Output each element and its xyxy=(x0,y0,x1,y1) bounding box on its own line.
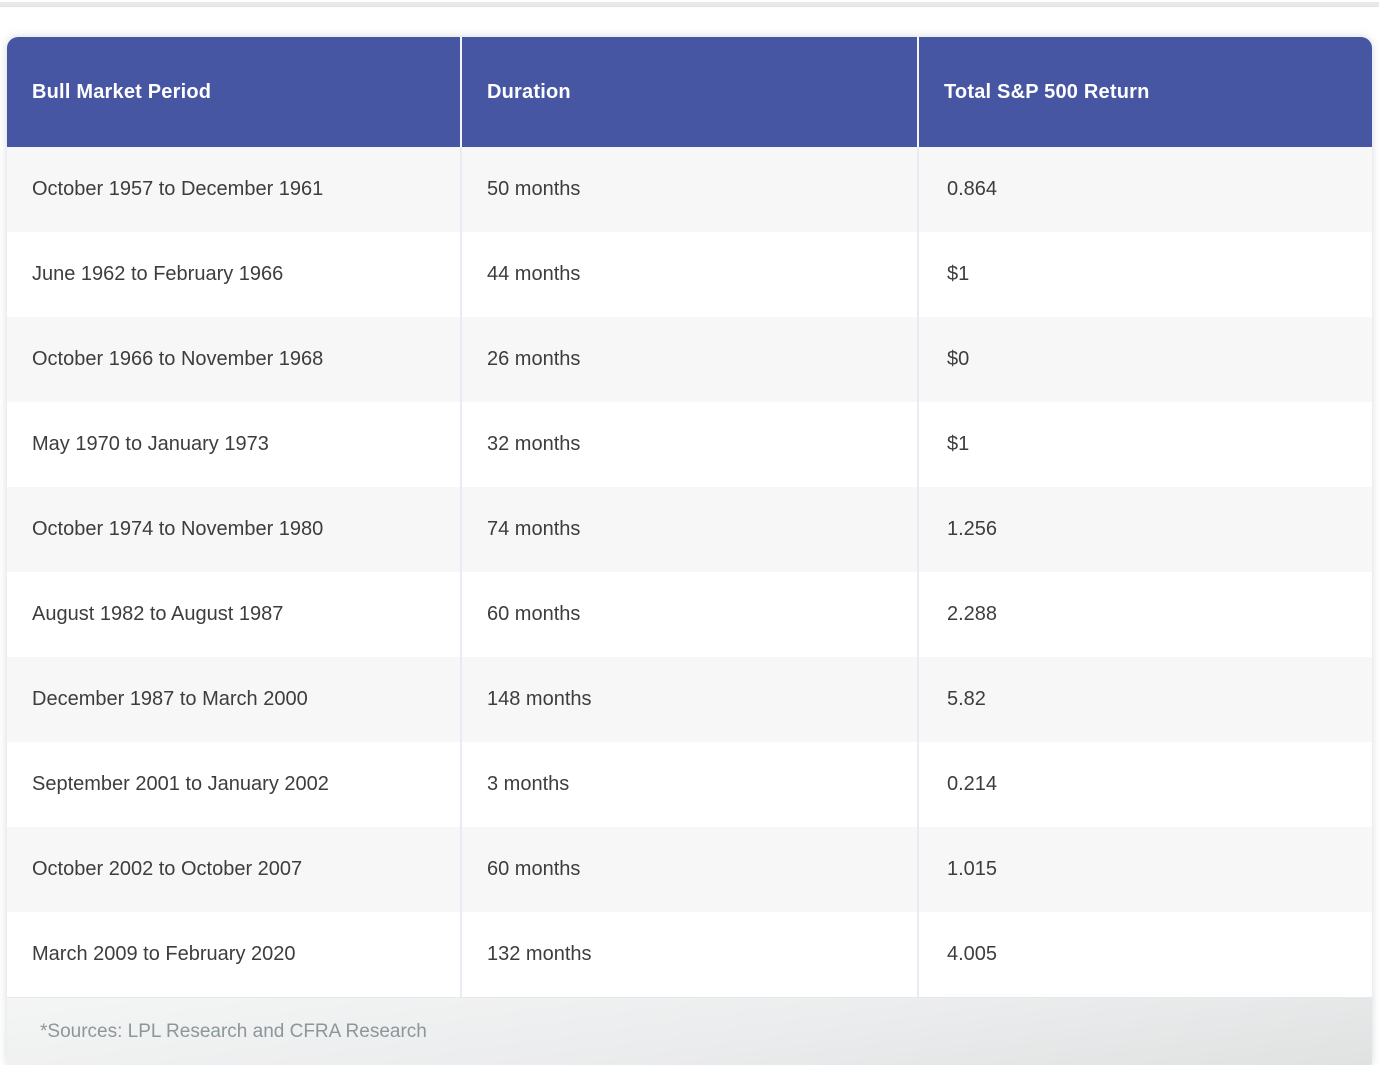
table-row: December 1987 to March 2000 148 months 5… xyxy=(7,657,1372,742)
cell-return: 1.015 xyxy=(917,827,1372,912)
cell-return: 4.005 xyxy=(917,912,1372,997)
cell-duration: 26 months xyxy=(460,317,917,402)
table-row: August 1982 to August 1987 60 months 2.2… xyxy=(7,572,1372,657)
cell-period: October 1974 to November 1980 xyxy=(32,518,324,540)
cell-duration: 50 months xyxy=(460,147,917,232)
header-cell-duration: Duration xyxy=(460,37,917,147)
table-row: September 2001 to January 2002 3 months … xyxy=(7,742,1372,827)
table-row: October 1957 to December 1961 50 months … xyxy=(7,147,1372,232)
top-divider xyxy=(0,2,1379,7)
cell-duration: 148 months xyxy=(460,657,917,742)
cell-period: September 2001 to January 2002 xyxy=(32,773,329,795)
cell-duration: 60 months xyxy=(460,827,917,912)
cell-return: 0.214 xyxy=(917,742,1372,827)
cell-duration: 60 months xyxy=(460,572,917,657)
bull-market-table: Bull Market Period Duration Total S&P 50… xyxy=(7,37,1372,1065)
cell-period: August 1982 to August 1987 xyxy=(32,603,284,625)
cell-duration: 3 months xyxy=(460,742,917,827)
table-row: October 1966 to November 1968 26 months … xyxy=(7,317,1372,402)
table-row: October 1974 to November 1980 74 months … xyxy=(7,487,1372,572)
cell-duration: 74 months xyxy=(460,487,917,572)
cell-return: 2.288 xyxy=(917,572,1372,657)
header-cell-period: Bull Market Period xyxy=(32,80,212,103)
table-row: June 1962 to February 1966 44 months $1 xyxy=(7,232,1372,317)
cell-period: June 1962 to February 1966 xyxy=(32,263,284,285)
cell-duration: 32 months xyxy=(460,402,917,487)
cell-duration: 44 months xyxy=(460,232,917,317)
cell-return: 1.256 xyxy=(917,487,1372,572)
table-row: March 2009 to February 2020 132 months 4… xyxy=(7,912,1372,997)
cell-period: October 1966 to November 1968 xyxy=(32,348,324,370)
header-cell-return: Total S&P 500 Return xyxy=(917,37,1372,147)
table-row: May 1970 to January 1973 32 months $1 xyxy=(7,402,1372,487)
cell-period: December 1987 to March 2000 xyxy=(32,688,308,710)
cell-period: October 1957 to December 1961 xyxy=(32,178,324,200)
cell-duration: 132 months xyxy=(460,912,917,997)
table-body: October 1957 to December 1961 50 months … xyxy=(7,147,1372,997)
cell-period: March 2009 to February 2020 xyxy=(32,943,296,965)
cell-return: 5.82 xyxy=(917,657,1372,742)
cell-return: $1 xyxy=(917,232,1372,317)
cell-period: October 2002 to October 2007 xyxy=(32,858,303,880)
cell-period: May 1970 to January 1973 xyxy=(32,433,269,455)
cell-return: $0 xyxy=(917,317,1372,402)
table-row: October 2002 to October 2007 60 months 1… xyxy=(7,827,1372,912)
cell-return: $1 xyxy=(917,402,1372,487)
table-header-row: Bull Market Period Duration Total S&P 50… xyxy=(7,37,1372,147)
sources-footnote: *Sources: LPL Research and CFRA Research xyxy=(40,1020,427,1042)
cell-return: 0.864 xyxy=(917,147,1372,232)
table-footer: *Sources: LPL Research and CFRA Research xyxy=(7,997,1372,1065)
